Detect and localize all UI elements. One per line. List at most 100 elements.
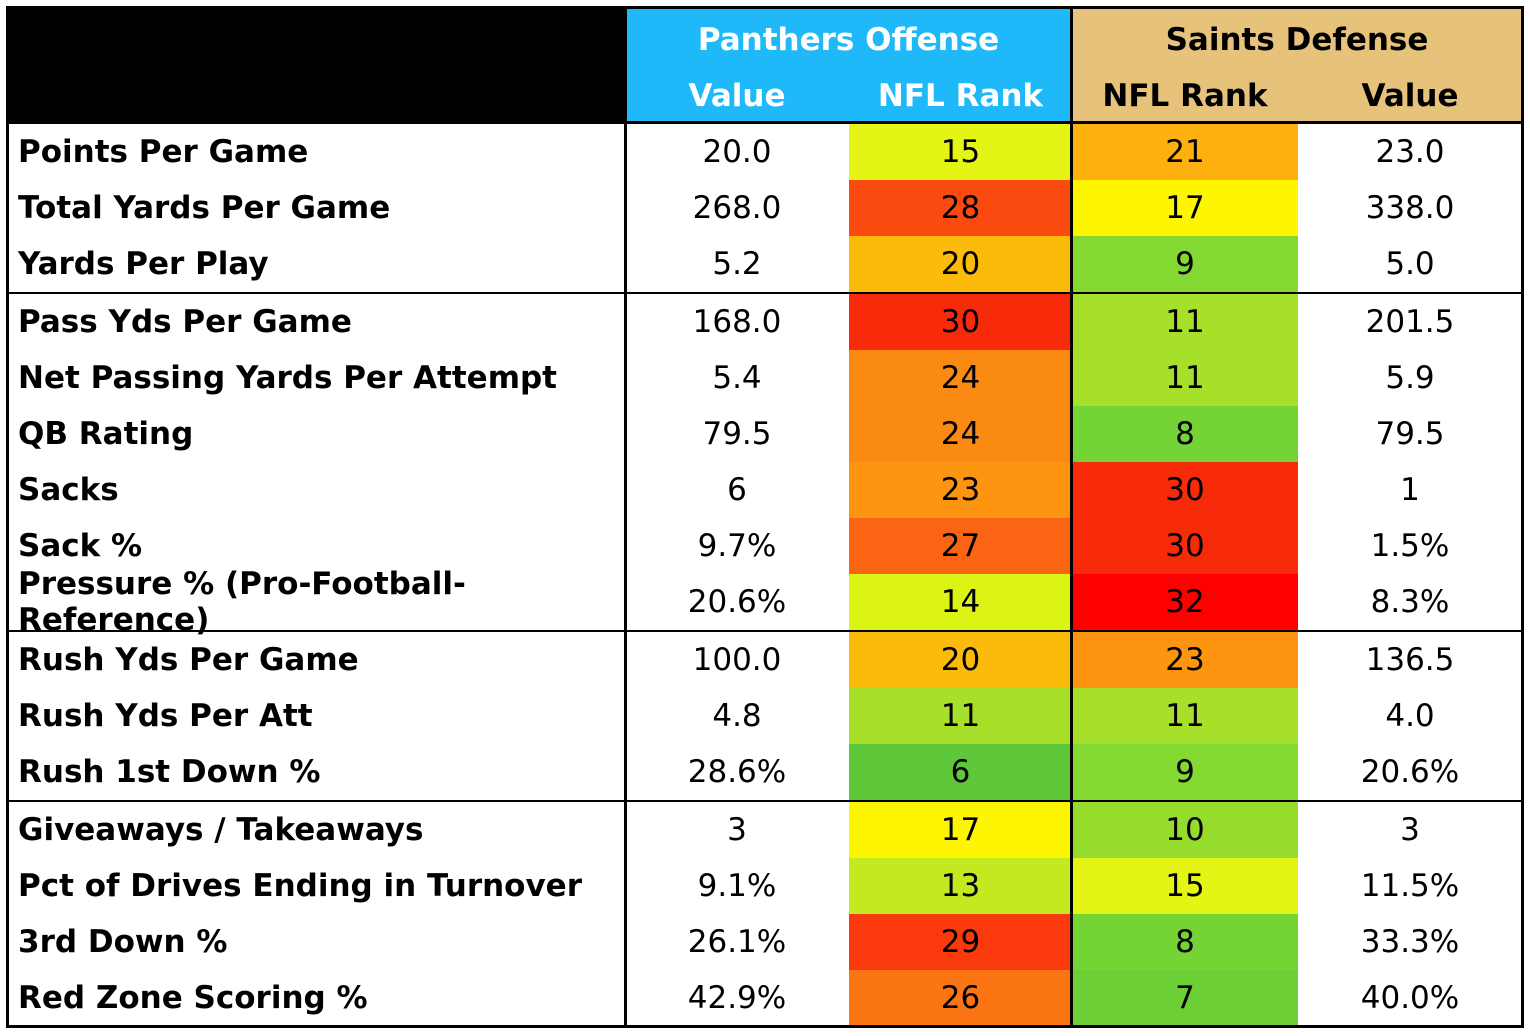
- value-cell: 23.0: [1375, 134, 1445, 170]
- row-label: Points Per Game: [18, 134, 309, 170]
- value-cell: 3: [1400, 812, 1420, 848]
- value-cell: 268.0: [692, 190, 782, 226]
- border-line: [6, 1025, 1524, 1028]
- value-cell: 20.0: [702, 134, 772, 170]
- value-cell: 4.0: [1385, 698, 1435, 734]
- row-label: QB Rating: [18, 416, 194, 452]
- value-cell: 20.6%: [687, 584, 787, 620]
- column-header: NFL Rank: [1102, 78, 1268, 114]
- value-cell: 79.5: [702, 416, 772, 452]
- rank-cell: 20: [849, 236, 1072, 292]
- rank-cell: 15: [849, 124, 1072, 180]
- value-cell: 8.3%: [1370, 584, 1450, 620]
- column-header: NFL Rank: [877, 78, 1044, 114]
- row-label: Pct of Drives Ending in Turnover: [18, 868, 582, 904]
- rank-cell: 30: [1072, 518, 1298, 574]
- row-label: Rush Yds Per Att: [18, 698, 313, 734]
- column-header: Value: [1361, 78, 1459, 114]
- rank-cell: 9: [1072, 744, 1298, 800]
- rank-cell: 11: [1072, 294, 1298, 350]
- rank-cell: 21: [1072, 124, 1298, 180]
- value-cell: 201.5: [1365, 304, 1455, 340]
- value-cell: 5.2: [712, 246, 762, 282]
- row-label: Total Yards Per Game: [18, 190, 391, 226]
- column-header: Value: [688, 78, 786, 114]
- rank-cell: 24: [849, 350, 1072, 406]
- rank-cell: 14: [849, 574, 1072, 630]
- rank-cell: 27: [849, 518, 1072, 574]
- value-cell: 338.0: [1365, 190, 1455, 226]
- row-label: Sacks: [18, 472, 119, 508]
- row-label: Giveaways / Takeaways: [18, 812, 424, 848]
- rank-cell: 11: [1072, 688, 1298, 744]
- rank-cell: 7: [1072, 970, 1298, 1026]
- row-label: Yards Per Play: [18, 246, 269, 282]
- value-cell: 40.0%: [1360, 980, 1460, 1016]
- value-cell: 1: [1400, 472, 1420, 508]
- row-label: Net Passing Yards Per Attempt: [18, 360, 558, 396]
- value-cell: 4.8: [712, 698, 762, 734]
- value-cell: 28.6%: [687, 754, 787, 790]
- value-cell: 5.9: [1385, 360, 1435, 396]
- rank-cell: 11: [1072, 350, 1298, 406]
- value-cell: 11.5%: [1360, 868, 1460, 904]
- value-cell: 33.3%: [1360, 924, 1460, 960]
- rank-cell: 30: [849, 294, 1072, 350]
- value-cell: 5.0: [1385, 246, 1435, 282]
- border-line: [6, 292, 1524, 294]
- rank-cell: 10: [1072, 802, 1298, 858]
- value-cell: 9.7%: [697, 528, 777, 564]
- offense-header-bg: [625, 8, 1072, 122]
- value-cell: 1.5%: [1370, 528, 1450, 564]
- rank-cell: 15: [1072, 858, 1298, 914]
- rank-cell: 32: [1072, 574, 1298, 630]
- border-line: [1521, 6, 1524, 1027]
- rank-cell: 30: [1072, 462, 1298, 518]
- rank-cell: 17: [1072, 180, 1298, 236]
- value-cell: 6: [727, 472, 747, 508]
- rank-cell: 24: [849, 406, 1072, 462]
- border-line: [6, 800, 1524, 802]
- row-label: Rush 1st Down %: [18, 754, 321, 790]
- rank-cell: 6: [849, 744, 1072, 800]
- border-line: [6, 630, 1524, 632]
- rank-cell: 28: [849, 180, 1072, 236]
- value-cell: 100.0: [692, 642, 782, 678]
- row-label: Pressure % (Pro-Football-Reference): [18, 566, 466, 638]
- rank-cell: 11: [849, 688, 1072, 744]
- rank-cell: 8: [1072, 406, 1298, 462]
- value-cell: 79.5: [1375, 416, 1445, 452]
- border-line: [624, 6, 627, 1027]
- value-cell: 20.6%: [1360, 754, 1460, 790]
- row-label: 3rd Down %: [18, 924, 228, 960]
- value-cell: 168.0: [692, 304, 782, 340]
- rank-cell: 29: [849, 914, 1072, 970]
- row-label: Pass Yds Per Game: [18, 304, 352, 340]
- border-line: [6, 6, 9, 1027]
- rank-cell: 23: [1072, 632, 1298, 688]
- value-cell: 9.1%: [697, 868, 777, 904]
- rank-cell: 23: [849, 462, 1072, 518]
- value-cell: 42.9%: [687, 980, 787, 1016]
- rank-cell: 13: [849, 858, 1072, 914]
- border-line: [6, 6, 1524, 9]
- rank-cell: 9: [1072, 236, 1298, 292]
- value-cell: 5.4: [712, 360, 762, 396]
- defense-title: Saints Defense: [1165, 22, 1429, 58]
- rank-cell: 20: [849, 632, 1072, 688]
- rank-cell: 8: [1072, 914, 1298, 970]
- border-line: [6, 121, 1524, 124]
- value-cell: 3: [727, 812, 747, 848]
- value-cell: 136.5: [1365, 642, 1455, 678]
- offense-title: Panthers Offense: [697, 22, 1000, 58]
- border-line: [1070, 6, 1073, 1027]
- rank-cell: 26: [849, 970, 1072, 1026]
- value-cell: 26.1%: [687, 924, 787, 960]
- rank-cell: 17: [849, 802, 1072, 858]
- header-blank: [8, 8, 625, 122]
- row-label: Red Zone Scoring %: [18, 980, 368, 1016]
- row-label: Rush Yds Per Game: [18, 642, 359, 678]
- defense-header-bg: [1072, 8, 1522, 122]
- row-label: Sack %: [18, 528, 143, 564]
